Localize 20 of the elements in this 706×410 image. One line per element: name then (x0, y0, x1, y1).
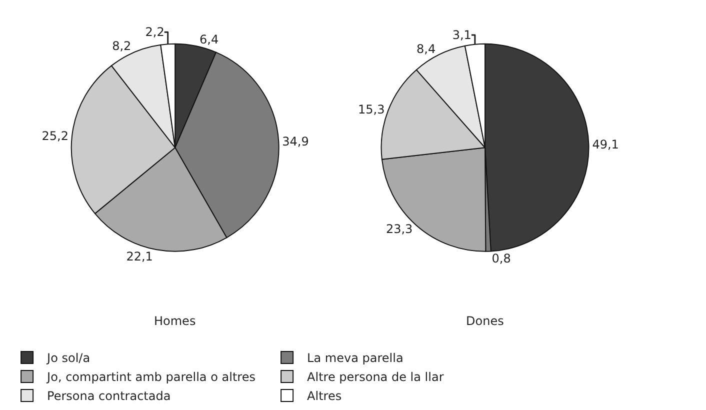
legend-label: Altres (307, 389, 342, 404)
data-label: 49,1 (592, 138, 619, 152)
legend-label: Altre persona de la llar (307, 370, 444, 384)
slice-label: Homes (154, 314, 196, 328)
data-label: 6,4 (200, 32, 219, 46)
slice-label: Dones (466, 314, 504, 328)
data-label: 34,9 (282, 134, 309, 149)
data-label: 15,3 (358, 102, 385, 116)
legend-label: La meva parella (307, 351, 404, 366)
legend-label: Jo, compartint amb parella o altres (46, 370, 256, 384)
data-label: 0,8 (492, 251, 511, 266)
data-label: 8,4 (416, 42, 436, 56)
data-label: 8,2 (112, 39, 132, 54)
legend-label: Jo sol/a (46, 351, 90, 366)
data-label: 2,2 (145, 25, 164, 40)
data-label: 23,3 (386, 222, 413, 236)
legend-label: Persona contractada (47, 389, 171, 404)
data-label: 3,1 (452, 28, 472, 42)
data-label: 22,1 (126, 249, 153, 264)
data-label: 25,2 (42, 129, 68, 144)
